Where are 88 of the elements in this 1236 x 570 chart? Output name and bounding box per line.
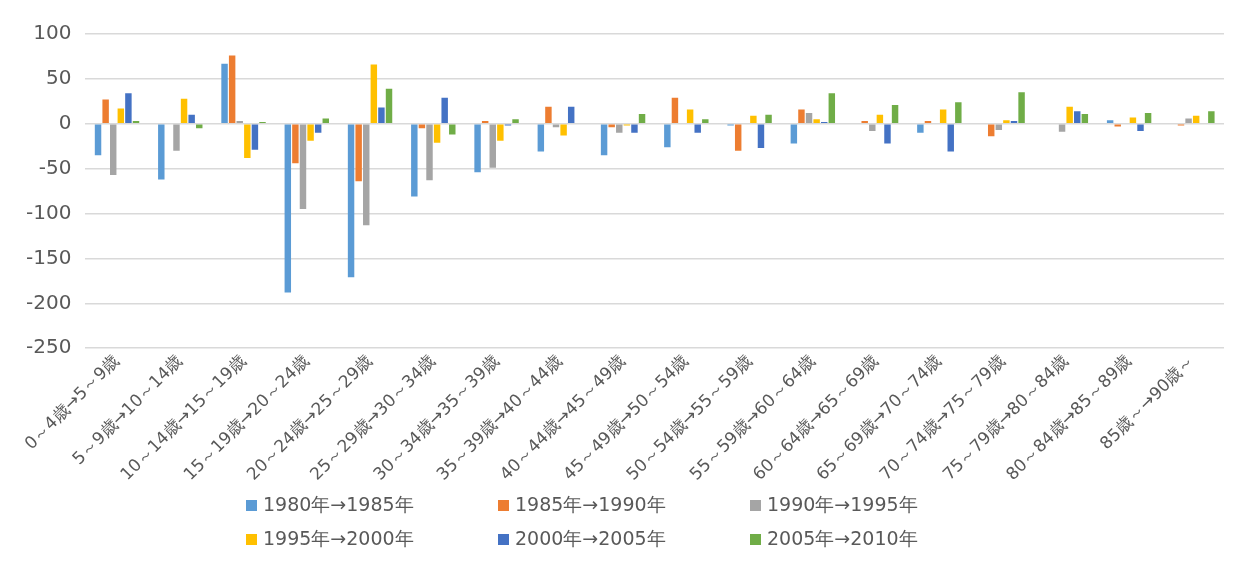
bar (1144, 113, 1152, 124)
legend-label: 2000年→2005年 (515, 526, 666, 551)
bar (869, 124, 876, 131)
bar (110, 124, 117, 175)
bar (813, 119, 820, 124)
bar (757, 124, 765, 149)
bar (694, 124, 701, 133)
bar (284, 124, 292, 293)
legend-label: 1980年→1985年 (263, 492, 414, 517)
bar (1208, 111, 1215, 124)
bar (560, 124, 567, 136)
bar (158, 124, 165, 180)
legend-label: 2005年→2010年 (767, 526, 918, 551)
bar (355, 124, 362, 182)
bar (314, 124, 322, 133)
bar (702, 119, 709, 124)
bar (378, 107, 385, 124)
bar (790, 124, 798, 144)
bar (828, 93, 836, 124)
bar (251, 124, 259, 150)
bar (474, 124, 481, 173)
bar (567, 106, 575, 124)
bar (125, 93, 132, 124)
bar (1081, 113, 1089, 124)
bar (441, 97, 448, 124)
legend-label: 1990年→1995年 (767, 492, 918, 517)
bar (1018, 92, 1025, 124)
bar (917, 124, 924, 133)
bar (1106, 120, 1114, 124)
bar (1074, 111, 1081, 124)
bar (1066, 106, 1073, 124)
bar (750, 115, 757, 124)
bar (94, 124, 102, 156)
bar (1129, 117, 1137, 124)
bar (363, 124, 370, 226)
bar (244, 124, 251, 158)
bar (322, 118, 329, 124)
bar (449, 124, 456, 135)
bar (228, 55, 236, 124)
bar (765, 114, 772, 124)
bar (102, 99, 109, 124)
bar (537, 124, 545, 152)
bar (497, 124, 504, 141)
bar (876, 114, 884, 124)
bar (512, 119, 519, 124)
y-tick-label: -200 (26, 289, 72, 314)
bar (664, 124, 671, 148)
bar (1137, 124, 1144, 131)
bar (616, 124, 623, 133)
bar (411, 124, 418, 197)
bar (891, 104, 899, 124)
bar (173, 124, 180, 151)
bar (292, 124, 299, 164)
y-tick-label: -50 (38, 154, 72, 179)
bar (370, 64, 378, 124)
bar (545, 106, 552, 124)
y-tick-label: 100 (33, 20, 72, 45)
bar (307, 124, 314, 141)
y-tick-label: -150 (26, 244, 72, 269)
bar (385, 88, 393, 124)
bar (426, 124, 433, 181)
bar (638, 113, 646, 124)
bar (1003, 120, 1010, 124)
bar (939, 109, 947, 124)
y-tick-label: -250 (26, 334, 72, 359)
y-tick-label: 0 (58, 109, 72, 134)
bar (433, 124, 441, 143)
bar (884, 124, 891, 144)
bar (188, 114, 195, 124)
bar (600, 124, 608, 156)
bar (798, 109, 805, 124)
bar (671, 97, 679, 124)
bar (1185, 118, 1192, 124)
bar (631, 124, 638, 133)
legend-label: 1985年→1990年 (515, 492, 666, 517)
bar (347, 124, 355, 278)
bar (734, 124, 742, 151)
bar (180, 98, 188, 124)
bar (805, 113, 813, 124)
bar (299, 124, 307, 210)
y-tick-label: -100 (26, 199, 72, 224)
bar (489, 124, 496, 168)
y-tick-label: 50 (45, 65, 72, 90)
bar (947, 124, 954, 152)
legend-label: 1995年→2000年 (263, 526, 414, 551)
bar (686, 109, 694, 124)
bar (221, 63, 228, 124)
bar (955, 102, 962, 124)
